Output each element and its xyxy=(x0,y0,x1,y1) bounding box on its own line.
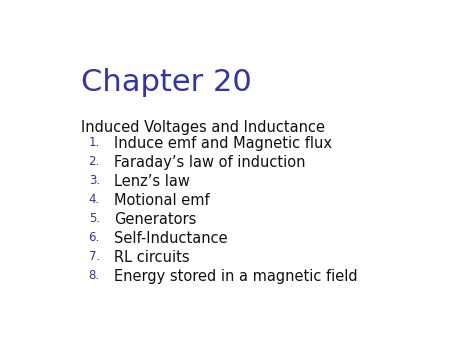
Text: Chapter 20: Chapter 20 xyxy=(81,68,252,97)
Text: 8.: 8. xyxy=(89,269,100,282)
Text: 3.: 3. xyxy=(89,173,100,187)
Text: Self-Inductance: Self-Inductance xyxy=(114,231,227,245)
Text: Motional emf: Motional emf xyxy=(114,193,209,208)
Text: Energy stored in a magnetic field: Energy stored in a magnetic field xyxy=(114,269,357,284)
Text: 4.: 4. xyxy=(89,193,100,206)
Text: Lenz’s law: Lenz’s law xyxy=(114,173,189,189)
Text: 2.: 2. xyxy=(89,154,100,168)
Text: Generators: Generators xyxy=(114,212,196,226)
Text: 5.: 5. xyxy=(89,212,100,224)
Text: 7.: 7. xyxy=(89,249,100,263)
Text: 6.: 6. xyxy=(89,231,100,244)
Text: Induced Voltages and Inductance: Induced Voltages and Inductance xyxy=(81,120,324,135)
Text: 1.: 1. xyxy=(89,136,100,149)
Text: Faraday’s law of induction: Faraday’s law of induction xyxy=(114,154,305,170)
Text: RL circuits: RL circuits xyxy=(114,249,189,265)
Text: Induce emf and Magnetic flux: Induce emf and Magnetic flux xyxy=(114,136,332,150)
